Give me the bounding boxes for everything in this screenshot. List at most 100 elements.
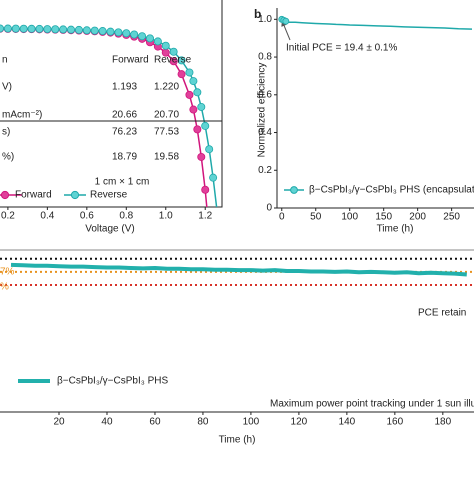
x-tick-label: 0.8 bbox=[119, 211, 133, 222]
x-tick-label: 80 bbox=[197, 417, 209, 428]
table-cell: 76.23 bbox=[112, 127, 137, 138]
legend-label: Reverse bbox=[90, 190, 128, 201]
data-point bbox=[98, 27, 107, 36]
y-axis-label: Normalized efficiency bbox=[257, 63, 268, 158]
table-cell: 19.58 bbox=[154, 152, 179, 163]
legend-marker bbox=[70, 190, 80, 200]
table-cell: 18.79 bbox=[112, 152, 137, 163]
data-point bbox=[193, 125, 202, 134]
y-tick-label: 0.2 bbox=[258, 165, 272, 176]
x-tick-label: 1.0 bbox=[159, 211, 173, 222]
table-cell: 1.193 bbox=[112, 82, 137, 93]
x-tick-label: 1.2 bbox=[198, 211, 212, 222]
data-point bbox=[193, 88, 202, 97]
data-point bbox=[197, 152, 206, 161]
x-tick-label: 0.6 bbox=[80, 211, 94, 222]
legend-label: β−CsPbI₃/γ−CsPbI₃ PHS (encapsulated) bbox=[309, 185, 474, 196]
legend-label: Forward bbox=[15, 190, 52, 201]
x-tick-label: 250 bbox=[443, 212, 460, 223]
x-tick-label: 160 bbox=[386, 417, 403, 428]
x-tick-label: 180 bbox=[434, 417, 451, 428]
data-point bbox=[185, 68, 194, 77]
plot-area bbox=[278, 15, 473, 30]
series-line bbox=[10, 262, 467, 277]
plot-area bbox=[0, 24, 220, 236]
legend-label: β−CsPbI₃/γ−CsPbI₃ PHS bbox=[57, 376, 168, 387]
y-tick-label: 0.4 bbox=[258, 127, 272, 138]
data-point bbox=[205, 145, 214, 154]
plot-frame bbox=[0, 0, 223, 208]
data-point bbox=[161, 41, 170, 50]
data-point bbox=[153, 37, 162, 46]
data-point bbox=[189, 105, 198, 114]
data-point bbox=[145, 34, 154, 43]
annotation: % bbox=[0, 282, 9, 293]
x-axis-label: Time (h) bbox=[219, 435, 256, 446]
annotation: Initial PCE = 19.4 ± 0.1% bbox=[286, 43, 397, 54]
data-point bbox=[3, 24, 12, 33]
data-point bbox=[169, 57, 178, 66]
table-cell: 1.220 bbox=[154, 82, 179, 93]
table-cell: V) bbox=[2, 82, 12, 93]
x-tick-label: 150 bbox=[375, 212, 392, 223]
table-cell: s) bbox=[2, 127, 10, 138]
table-header: n bbox=[2, 55, 8, 66]
table-cell: %) bbox=[2, 152, 14, 163]
data-point bbox=[201, 121, 210, 130]
plot-area bbox=[10, 262, 467, 277]
table-cell: 20.70 bbox=[154, 110, 179, 121]
data-point bbox=[213, 208, 220, 215]
x-axis-label: Voltage (V) bbox=[85, 224, 134, 235]
y-tick-label: 1.0 bbox=[258, 14, 272, 25]
data-point bbox=[185, 90, 194, 99]
data-point bbox=[130, 30, 139, 39]
data-point bbox=[0, 24, 4, 33]
annotation-arrow bbox=[281, 20, 291, 41]
data-point bbox=[206, 229, 213, 236]
data-point bbox=[11, 24, 20, 33]
data-point bbox=[106, 27, 115, 36]
data-point bbox=[201, 185, 210, 194]
series-line bbox=[281, 18, 473, 30]
annotation: 7% bbox=[0, 267, 15, 278]
x-tick-label: 200 bbox=[409, 212, 426, 223]
data-point bbox=[169, 47, 178, 56]
x-tick-label: 0.4 bbox=[40, 211, 54, 222]
table-cell: 20.66 bbox=[112, 110, 137, 121]
panel-label: b bbox=[254, 7, 261, 21]
data-point bbox=[19, 24, 28, 33]
data-point bbox=[74, 25, 83, 34]
table-header: Reverse bbox=[154, 55, 192, 66]
table-note: 1 cm × 1 cm bbox=[95, 177, 150, 188]
annotation: PCE retain bbox=[418, 308, 466, 319]
data-point bbox=[114, 28, 123, 37]
x-tick-label: 100 bbox=[243, 417, 260, 428]
data-point bbox=[197, 102, 206, 111]
data-point bbox=[177, 56, 186, 65]
data-point bbox=[43, 25, 52, 34]
x-axis-label: Time (h) bbox=[377, 224, 414, 235]
y-tick-label: 0.8 bbox=[258, 52, 272, 63]
x-tick-label: 60 bbox=[149, 417, 161, 428]
x-tick-label: 20 bbox=[53, 417, 65, 428]
x-tick-label: 120 bbox=[291, 417, 308, 428]
data-point bbox=[209, 173, 218, 182]
x-tick-label: 50 bbox=[310, 212, 322, 223]
data-point bbox=[59, 25, 68, 34]
data-point bbox=[67, 25, 76, 34]
y-tick-label: 0.6 bbox=[258, 89, 272, 100]
data-point bbox=[177, 70, 186, 79]
table-cell: 77.53 bbox=[154, 127, 179, 138]
data-point bbox=[138, 32, 147, 41]
x-tick-label: 40 bbox=[101, 417, 113, 428]
table-header: Forward bbox=[112, 55, 149, 66]
annotation: Maximum power point tracking under 1 sun… bbox=[270, 399, 474, 410]
data-point bbox=[35, 24, 44, 33]
y-tick-label: 0 bbox=[266, 203, 272, 214]
legend-marker bbox=[290, 186, 298, 194]
data-point bbox=[90, 26, 99, 35]
x-tick-label: 0 bbox=[279, 212, 285, 223]
x-tick-label: 140 bbox=[339, 417, 356, 428]
x-tick-label: 100 bbox=[341, 212, 358, 223]
